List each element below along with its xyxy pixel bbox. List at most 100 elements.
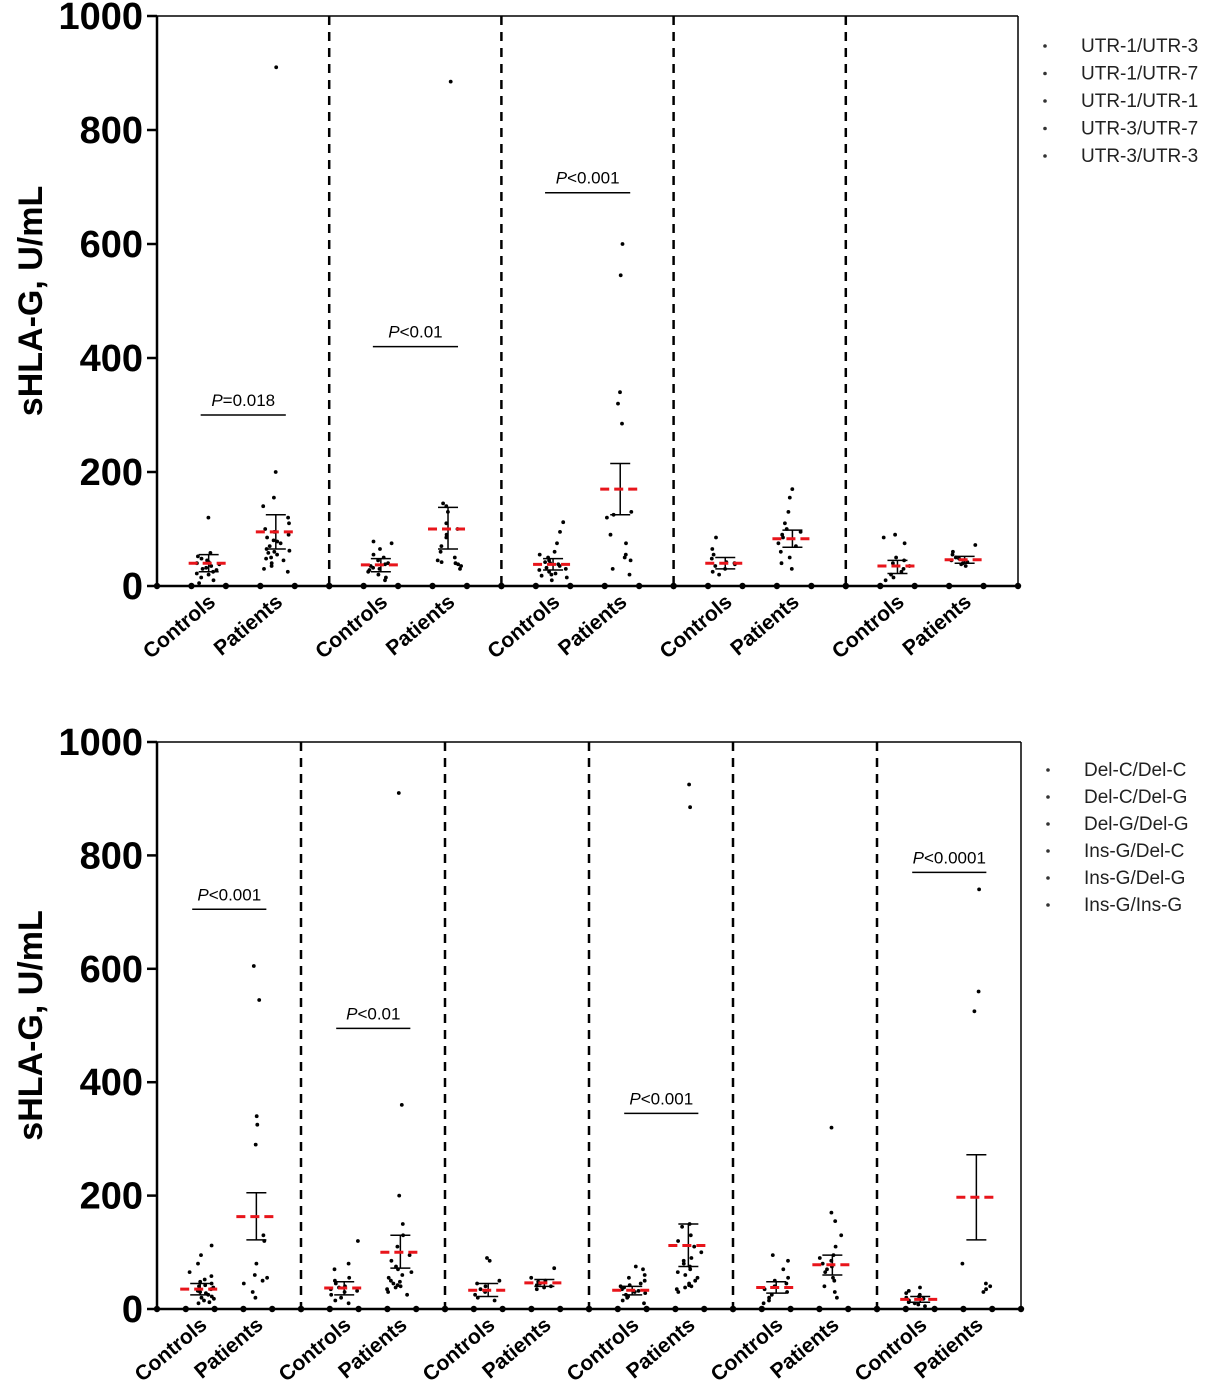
data-point (534, 1287, 539, 1292)
data-point (616, 401, 620, 406)
data-point (269, 561, 274, 566)
x-axis-dot (394, 582, 402, 590)
data-point (400, 1273, 405, 1277)
data-point (674, 1287, 679, 1292)
data-point (286, 515, 290, 520)
data-point (395, 1244, 400, 1249)
x-axis-dot (429, 582, 436, 590)
data-point (960, 1261, 965, 1266)
data-point (202, 1298, 206, 1303)
x-axis-dot (842, 582, 849, 590)
data-point (710, 569, 715, 574)
p-value-label: P=0.018 (211, 391, 275, 410)
data-point (688, 1267, 693, 1272)
x-category-label: Patients (554, 590, 631, 660)
data-point (984, 1281, 988, 1286)
data-point (286, 532, 291, 537)
legend-label: Del-G/Del-G (1084, 814, 1189, 835)
x-axis-dot (499, 1305, 506, 1313)
data-point (492, 1298, 497, 1303)
data-point (923, 1304, 927, 1309)
data-point (789, 567, 794, 571)
data-point (456, 562, 460, 567)
data-point (549, 572, 554, 577)
y-tick-label: 800 (80, 835, 143, 877)
legend-label: UTR-1/UTR-7 (1081, 64, 1198, 85)
x-axis-dot (470, 1305, 477, 1313)
legend-marker (1046, 822, 1050, 826)
data-point (608, 532, 613, 537)
data-point (208, 551, 213, 555)
data-point (549, 578, 554, 583)
data-point (787, 495, 792, 500)
x-axis-dot (291, 582, 298, 590)
data-point (977, 887, 981, 892)
x-axis-dot (498, 582, 505, 590)
data-point (287, 521, 291, 526)
data-point (717, 572, 721, 577)
data-point (271, 538, 276, 543)
x-axis-dot (355, 1305, 362, 1313)
x-axis-dot (601, 582, 608, 590)
data-point (439, 544, 444, 548)
legend-marker (1043, 44, 1047, 48)
legend: Del-C/Del-C Del-C/Del-G Del-G/Del-G Ins-G/D… (1046, 760, 1189, 916)
data-point (346, 1261, 351, 1266)
p-value-label: P<0.001 (629, 1089, 693, 1108)
data-point (627, 572, 632, 577)
data-point (767, 1298, 771, 1303)
y-tick-label: 600 (80, 949, 143, 991)
x-axis-dot (931, 1305, 938, 1313)
data-point (901, 567, 906, 571)
data-point (628, 558, 633, 563)
legend-marker (1043, 126, 1047, 131)
data-point (391, 1281, 396, 1286)
data-point (829, 1210, 834, 1215)
data-point (397, 1193, 402, 1198)
data-point (206, 515, 211, 520)
data-point (618, 273, 623, 278)
data-point (605, 515, 609, 520)
data-point (537, 552, 542, 557)
x-axis-dot (326, 1305, 333, 1313)
data-point (916, 1302, 921, 1307)
data-point (625, 1295, 630, 1300)
data-point (383, 578, 387, 583)
data-point (881, 535, 886, 540)
legend-marker (1043, 154, 1047, 158)
data-point (529, 1275, 534, 1280)
data-point (643, 1291, 648, 1295)
data-point (265, 1275, 269, 1280)
x-axis-dot (557, 1305, 564, 1313)
legend-marker (1046, 903, 1050, 907)
p-value-label: P<0.001 (556, 169, 620, 188)
data-point (689, 1284, 694, 1289)
data-point (786, 1275, 790, 1280)
x-axis-dot (614, 1305, 621, 1313)
data-point (207, 1300, 212, 1305)
legend-marker (1043, 99, 1047, 103)
y-tick-label: 0 (122, 566, 143, 608)
x-category-label: Controls (828, 590, 909, 663)
data-point (339, 1295, 343, 1300)
data-point (618, 1284, 623, 1289)
data-point (211, 578, 216, 583)
data-point (393, 1285, 398, 1290)
p-value-label: P<0.0001 (913, 848, 986, 867)
data-point (355, 1289, 359, 1293)
data-point (273, 470, 278, 474)
data-point (444, 521, 449, 526)
x-axis-dot (902, 1305, 909, 1313)
data-point (976, 989, 981, 994)
data-point (680, 1224, 684, 1229)
data-point (906, 1289, 911, 1293)
data-point (473, 1292, 477, 1297)
data-point (253, 1142, 258, 1147)
data-point (267, 544, 272, 548)
legend-marker (1046, 849, 1050, 853)
x-axis-dot (980, 582, 987, 590)
data-point (346, 1301, 351, 1306)
data-point (253, 1295, 258, 1300)
